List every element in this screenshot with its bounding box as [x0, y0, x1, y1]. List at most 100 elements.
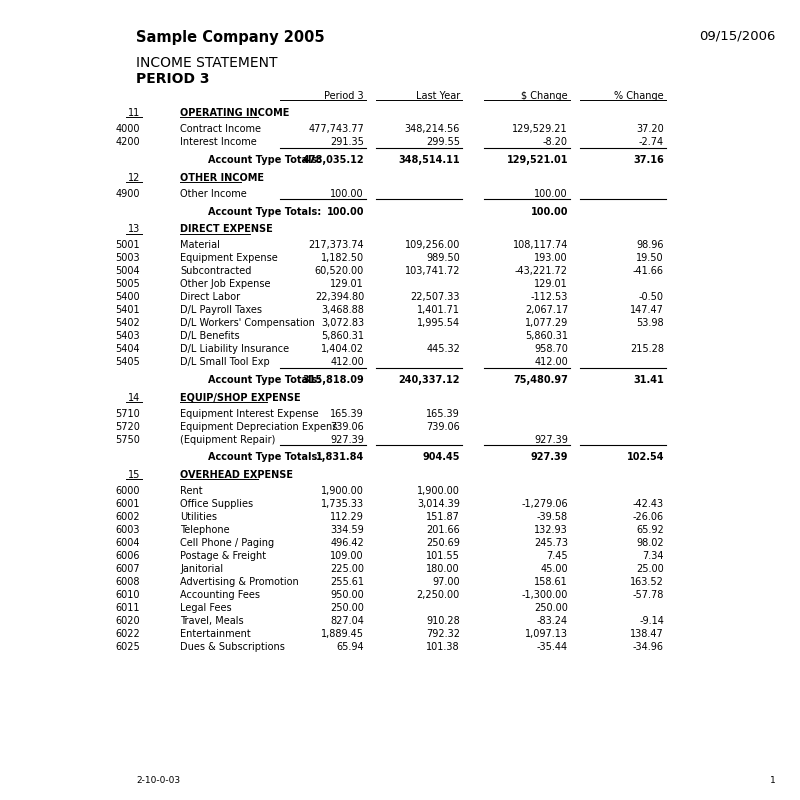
- Text: 37.20: 37.20: [636, 124, 664, 134]
- Text: Cell Phone / Paging: Cell Phone / Paging: [180, 538, 274, 548]
- Text: 09/15/2006: 09/15/2006: [700, 30, 776, 42]
- Text: % Change: % Change: [614, 91, 664, 102]
- Text: 496.42: 496.42: [330, 538, 364, 548]
- Text: OVERHEAD EXPENSE: OVERHEAD EXPENSE: [180, 470, 293, 480]
- Text: -2.74: -2.74: [639, 137, 664, 147]
- Text: 3,468.88: 3,468.88: [321, 306, 364, 315]
- Text: 11: 11: [128, 108, 140, 118]
- Text: 255.61: 255.61: [330, 577, 364, 587]
- Text: 1,077.29: 1,077.29: [525, 318, 568, 328]
- Text: 1,182.50: 1,182.50: [321, 254, 364, 263]
- Text: 6008: 6008: [115, 577, 140, 587]
- Text: 147.47: 147.47: [630, 306, 664, 315]
- Text: 6022: 6022: [115, 629, 140, 639]
- Text: 6011: 6011: [115, 603, 140, 613]
- Text: EQUIP/SHOP EXPENSE: EQUIP/SHOP EXPENSE: [180, 393, 301, 402]
- Text: Contract Income: Contract Income: [180, 124, 261, 134]
- Text: -34.96: -34.96: [633, 642, 664, 652]
- Text: 6010: 6010: [115, 590, 140, 600]
- Text: Entertainment: Entertainment: [180, 629, 250, 639]
- Text: D/L Benefits: D/L Benefits: [180, 331, 240, 341]
- Text: 25.00: 25.00: [636, 564, 664, 574]
- Text: 1,404.02: 1,404.02: [321, 344, 364, 354]
- Text: 101.55: 101.55: [426, 551, 460, 561]
- Text: 245.73: 245.73: [534, 538, 568, 548]
- Text: 989.50: 989.50: [426, 254, 460, 263]
- Text: Accounting Fees: Accounting Fees: [180, 590, 260, 600]
- Text: 5403: 5403: [115, 331, 140, 341]
- Text: 348,214.56: 348,214.56: [405, 124, 460, 134]
- Text: 250.69: 250.69: [426, 538, 460, 548]
- Text: 4000: 4000: [115, 124, 140, 134]
- Text: 112.29: 112.29: [330, 512, 364, 522]
- Text: 217,373.74: 217,373.74: [308, 241, 364, 250]
- Text: -41.66: -41.66: [633, 266, 664, 276]
- Text: 5710: 5710: [115, 409, 140, 418]
- Text: 15: 15: [128, 470, 140, 480]
- Text: Dues & Subscriptions: Dues & Subscriptions: [180, 642, 285, 652]
- Text: Period 3: Period 3: [324, 91, 364, 102]
- Text: 1: 1: [770, 776, 776, 785]
- Text: 927.39: 927.39: [530, 453, 568, 462]
- Text: Interest Income: Interest Income: [180, 137, 257, 147]
- Text: 1,900.00: 1,900.00: [417, 486, 460, 496]
- Text: 910.28: 910.28: [426, 616, 460, 626]
- Text: 100.00: 100.00: [534, 189, 568, 198]
- Text: 334.59: 334.59: [330, 526, 364, 535]
- Text: 5404: 5404: [115, 344, 140, 354]
- Text: Material: Material: [180, 241, 220, 250]
- Text: 109.00: 109.00: [330, 551, 364, 561]
- Text: 792.32: 792.32: [426, 629, 460, 639]
- Text: 6007: 6007: [115, 564, 140, 574]
- Text: Utilities: Utilities: [180, 512, 217, 522]
- Text: 291.35: 291.35: [330, 137, 364, 147]
- Text: 163.52: 163.52: [630, 577, 664, 587]
- Text: Office Supplies: Office Supplies: [180, 499, 253, 510]
- Text: $ Change: $ Change: [522, 91, 568, 102]
- Text: 5,860.31: 5,860.31: [525, 331, 568, 341]
- Text: D/L Small Tool Exp: D/L Small Tool Exp: [180, 357, 270, 367]
- Text: 739.06: 739.06: [426, 422, 460, 432]
- Text: 180.00: 180.00: [426, 564, 460, 574]
- Text: 6001: 6001: [115, 499, 140, 510]
- Text: 138.47: 138.47: [630, 629, 664, 639]
- Text: 950.00: 950.00: [330, 590, 364, 600]
- Text: 2,067.17: 2,067.17: [525, 306, 568, 315]
- Text: 14: 14: [128, 393, 140, 402]
- Text: 45.00: 45.00: [540, 564, 568, 574]
- Text: 1,401.71: 1,401.71: [417, 306, 460, 315]
- Text: 6003: 6003: [115, 526, 140, 535]
- Text: 37.16: 37.16: [634, 155, 664, 165]
- Text: Travel, Meals: Travel, Meals: [180, 616, 244, 626]
- Text: Account Type Totals:: Account Type Totals:: [208, 155, 322, 165]
- Text: Telephone: Telephone: [180, 526, 230, 535]
- Text: D/L Workers' Compensation: D/L Workers' Compensation: [180, 318, 315, 328]
- Text: 315,818.09: 315,818.09: [302, 375, 364, 385]
- Text: 100.00: 100.00: [330, 189, 364, 198]
- Text: Account Type Totals:: Account Type Totals:: [208, 206, 322, 217]
- Text: 193.00: 193.00: [534, 254, 568, 263]
- Text: 1,900.00: 1,900.00: [321, 486, 364, 496]
- Text: 103,741.72: 103,741.72: [405, 266, 460, 276]
- Text: 478,035.12: 478,035.12: [302, 155, 364, 165]
- Text: 60,520.00: 60,520.00: [314, 266, 364, 276]
- Text: 31.41: 31.41: [634, 375, 664, 385]
- Text: 129,529.21: 129,529.21: [512, 124, 568, 134]
- Text: 827.04: 827.04: [330, 616, 364, 626]
- Text: 348,514.11: 348,514.11: [398, 155, 460, 165]
- Text: 4200: 4200: [115, 137, 140, 147]
- Text: 108,117.74: 108,117.74: [513, 241, 568, 250]
- Text: 1,831.84: 1,831.84: [316, 453, 364, 462]
- Text: 158.61: 158.61: [534, 577, 568, 587]
- Text: 65.94: 65.94: [336, 642, 364, 652]
- Text: 101.38: 101.38: [426, 642, 460, 652]
- Text: 5001: 5001: [115, 241, 140, 250]
- Text: 250.00: 250.00: [534, 603, 568, 613]
- Text: 12: 12: [128, 173, 140, 182]
- Text: 927.39: 927.39: [330, 434, 364, 445]
- Text: Equipment Interest Expense: Equipment Interest Expense: [180, 409, 318, 418]
- Text: -43,221.72: -43,221.72: [515, 266, 568, 276]
- Text: Direct Labor: Direct Labor: [180, 292, 240, 302]
- Text: 165.39: 165.39: [426, 409, 460, 418]
- Text: -1,300.00: -1,300.00: [522, 590, 568, 600]
